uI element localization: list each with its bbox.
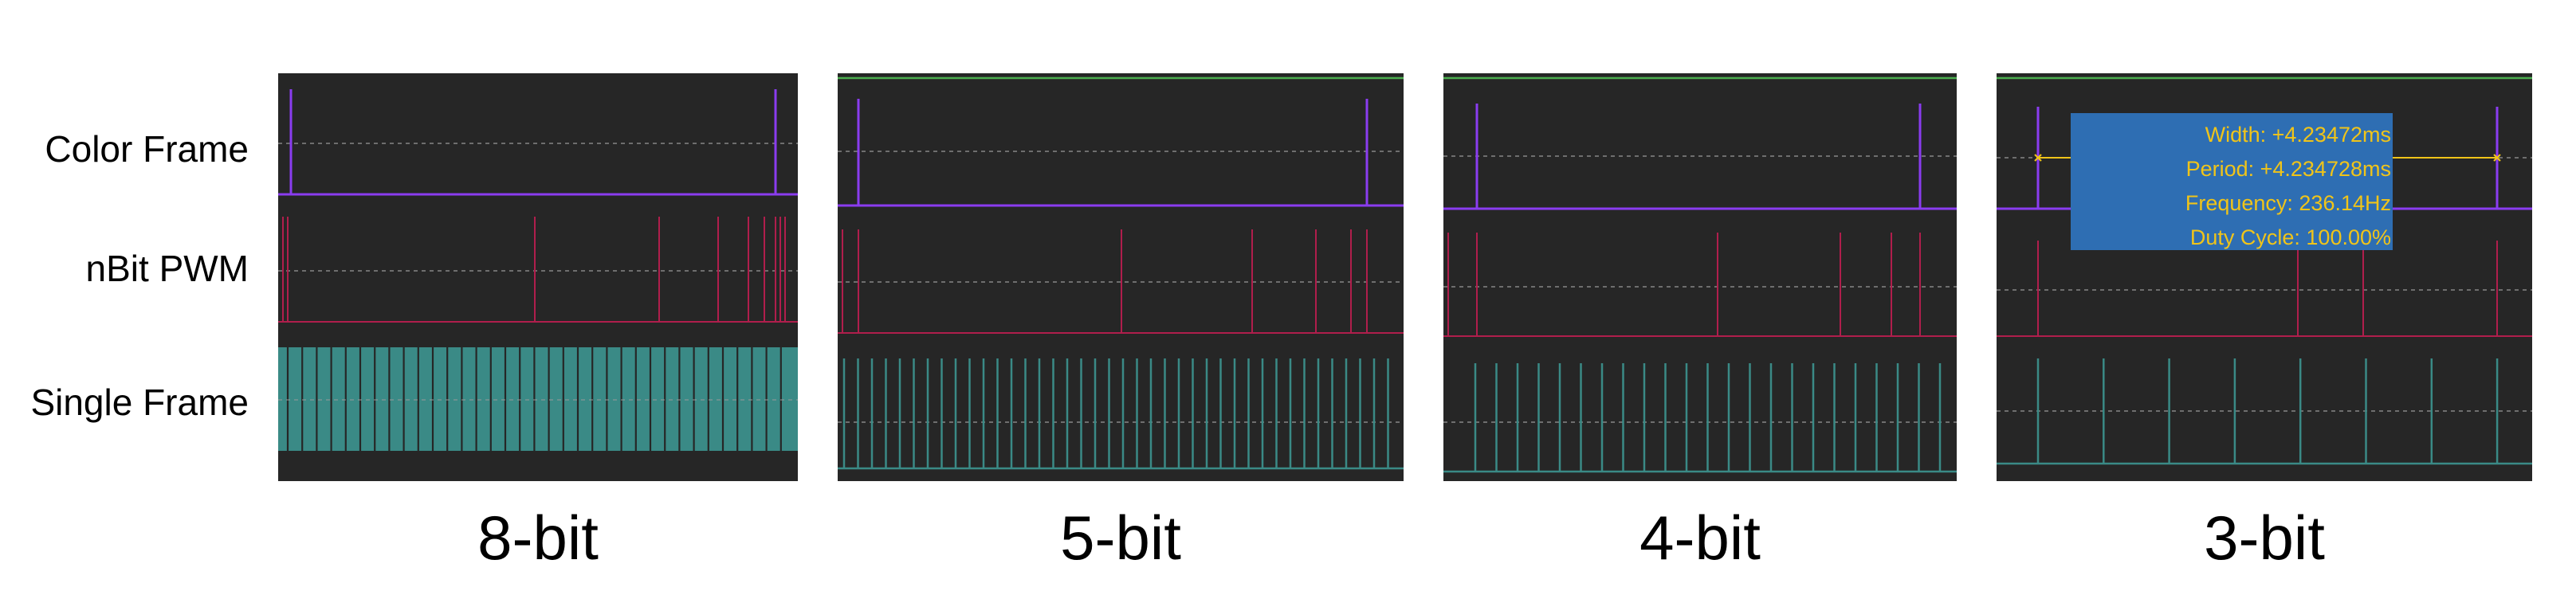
- caption-5-bit: 5-bit: [1060, 503, 1181, 573]
- waveform-8-bit: [278, 89, 798, 451]
- panel-5-bit: [838, 73, 1404, 481]
- panel-8-bit: [278, 73, 798, 481]
- tooltip-frequency: Frequency: 236.14Hz: [2185, 191, 2391, 215]
- row-label-single-frame: Single Frame: [30, 382, 249, 423]
- row-label-nbit-pwm: nBit PWM: [85, 248, 249, 289]
- waveform-4-bit: [1443, 76, 1957, 473]
- caption-3-bit: 3-bit: [2204, 503, 2325, 573]
- marker-cap-left-b: [2034, 154, 2042, 162]
- caption-8-bit: 8-bit: [477, 503, 599, 573]
- panel-3-bit: Width: +4.23472ms Period: +4.234728ms Fr…: [1997, 73, 2532, 481]
- tooltip-width: Width: +4.23472ms: [2205, 123, 2391, 147]
- tooltip-period: Period: +4.234728ms: [2185, 157, 2391, 181]
- panel-4-bit: [1443, 73, 1957, 481]
- marker-cap-right-b: [2493, 154, 2501, 162]
- single-frame-block: [278, 347, 798, 451]
- tooltip-duty-cycle: Duty Cycle: 100.00%: [2189, 225, 2391, 249]
- caption-4-bit: 4-bit: [1639, 503, 1761, 573]
- measurement-tooltip: Width: +4.23472ms Period: +4.234728ms Fr…: [2071, 113, 2393, 250]
- waveform-5-bit: [838, 76, 1404, 470]
- row-label-color-frame: Color Frame: [45, 128, 249, 170]
